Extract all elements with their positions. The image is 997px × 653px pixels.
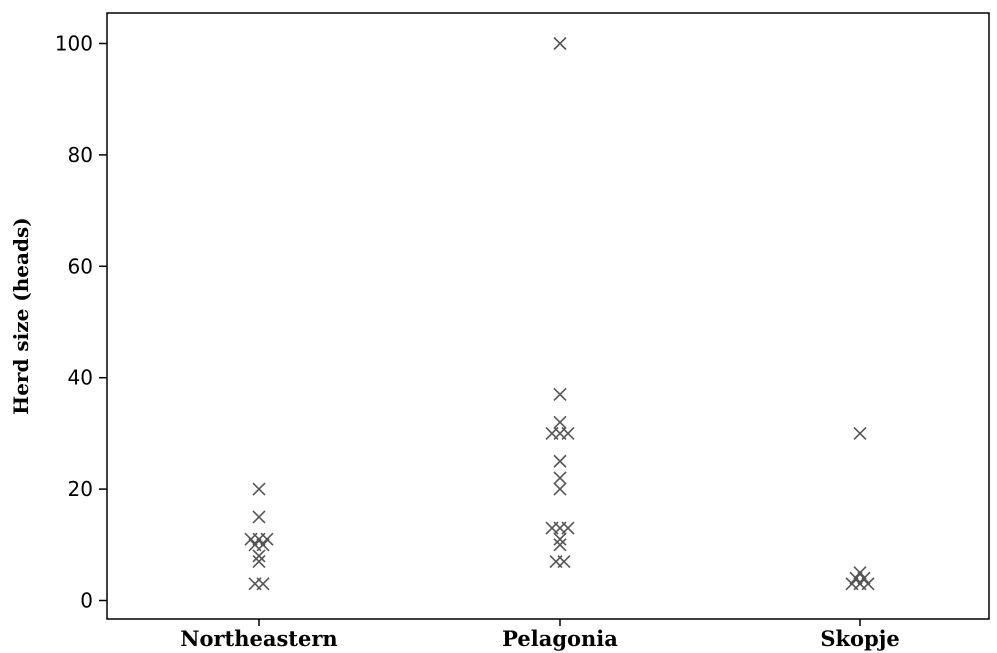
data-point-northeastern	[252, 510, 266, 524]
data-point-northeastern	[252, 554, 266, 569]
data-point-pelagonia	[561, 426, 575, 440]
data-points	[244, 36, 875, 591]
data-point-pelagonia	[557, 554, 571, 569]
data-point-skopje	[853, 566, 867, 580]
data-point-northeastern	[252, 549, 266, 563]
x-category-label: Pelagonia	[502, 626, 618, 651]
y-axis-title: Herd size (heads)	[9, 217, 33, 414]
data-point-skopje	[857, 571, 871, 585]
y-tick-label: 60	[68, 254, 93, 278]
data-point-northeastern	[252, 482, 266, 496]
x-axis: Northeastern Pelagonia Skopje	[180, 619, 900, 651]
data-point-pelagonia	[553, 387, 567, 401]
data-point-pelagonia	[553, 454, 567, 468]
x-category-label: Skopje	[820, 626, 899, 651]
y-axis: 0 20 40 60 80 100	[55, 32, 107, 613]
x-category-label: Northeastern	[180, 626, 337, 651]
data-point-pelagonia	[553, 415, 567, 429]
data-point-skopje	[853, 426, 867, 440]
data-point-pelagonia	[553, 538, 567, 552]
data-point-pelagonia	[561, 521, 575, 535]
data-point-pelagonia	[553, 36, 567, 51]
y-tick-label: 20	[68, 477, 93, 501]
data-point-pelagonia	[553, 482, 567, 496]
data-point-northeastern	[256, 577, 270, 591]
y-tick-label: 0	[80, 589, 93, 613]
data-point-skopje	[861, 577, 875, 591]
data-point-pelagonia	[553, 532, 567, 546]
data-point-northeastern	[256, 538, 270, 552]
data-point-northeastern	[260, 532, 274, 546]
y-tick-label: 100	[55, 32, 93, 56]
data-point-pelagonia	[553, 471, 567, 485]
y-tick-label: 80	[68, 143, 93, 167]
y-tick-label: 40	[68, 366, 93, 390]
plot-frame	[106, 12, 990, 620]
